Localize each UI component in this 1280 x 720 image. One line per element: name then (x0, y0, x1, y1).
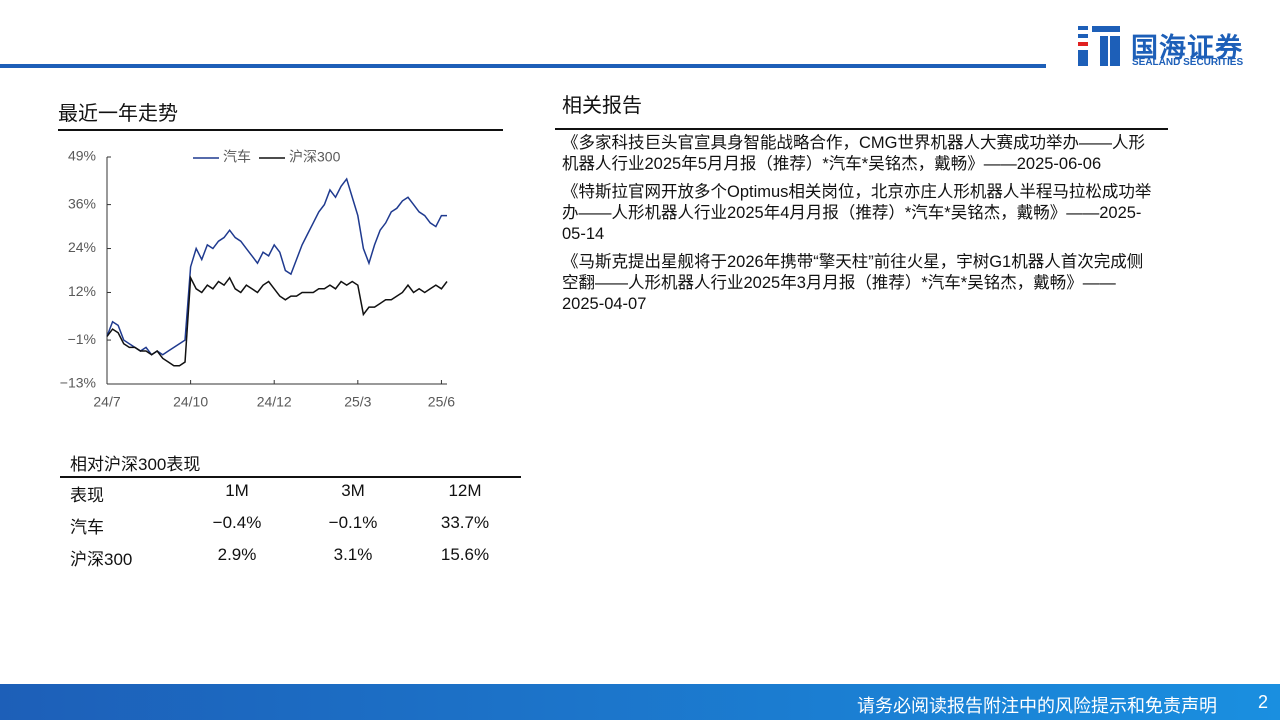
disclaimer: 请务必阅读报告附注中的风险提示和免责声明 (857, 696, 1217, 716)
table-header: 1M (225, 481, 249, 500)
reports-title: 相关报告 (562, 95, 642, 117)
table-cell: 2.9% (217, 545, 257, 564)
table-cell: 3.1% (333, 545, 373, 564)
reports-rule (555, 128, 1168, 130)
table-cell: −0.4% (212, 513, 262, 532)
table-header: 12M (448, 481, 482, 500)
report-item: 《马斯克提出星舰将于2026年携带“擎天柱”前往火星，宇树G1机器人首次完成侧空… (562, 253, 1144, 313)
table-cell: 汽车 (70, 518, 104, 537)
table-cell: 33.7% (440, 513, 490, 532)
line-series (106, 275, 448, 367)
legend-label: 汽车 (223, 149, 251, 165)
table-rule (60, 476, 521, 478)
report-item: 《特斯拉官网开放多个Optimus相关岗位，北京亦庄人形机器人半程马拉松成功举办… (562, 183, 1152, 243)
table-cell: 15.6% (440, 545, 490, 564)
y-tick-label: −13% (60, 375, 96, 391)
logo-icon (1078, 26, 1120, 66)
report-item: 《多家科技巨头官宣具身智能战略合作，CMG世界机器人大赛成功举办——人形机器人行… (562, 134, 1145, 173)
y-tick-label: 12% (68, 283, 96, 299)
legend-label: 沪深300 (289, 149, 341, 165)
page-number: 2 (1257, 692, 1268, 712)
y-tick-label: 49% (68, 148, 96, 164)
report-list: 《多家科技巨头官宣具身智能战略合作，CMG世界机器人大赛成功举办——人形机器人行… (562, 133, 1152, 322)
logo-en: SEALAND SECURITIES (1132, 57, 1244, 68)
top-rule (0, 64, 1046, 68)
trend-title: 最近一年走势 (58, 103, 178, 125)
y-tick-label: 24% (68, 239, 96, 255)
table-title: 相对沪深300表现 (70, 455, 201, 474)
line-series (106, 177, 447, 356)
table-cell: −0.1% (328, 513, 378, 532)
footer-bar (0, 684, 1280, 720)
table-cell: 沪深300 (70, 550, 133, 569)
y-tick-label: 36% (68, 195, 96, 211)
table-header: 3M (341, 481, 365, 500)
x-tick-label: 25/3 (344, 394, 371, 410)
x-tick-label: 24/12 (257, 394, 292, 410)
x-tick-label: 25/6 (428, 394, 455, 410)
logo-cn: 国海证券 (1131, 33, 1243, 63)
x-tick-label: 24/10 (173, 394, 208, 410)
y-tick-label: −1% (68, 331, 96, 347)
trend-rule (58, 129, 503, 131)
x-tick-label: 24/7 (93, 394, 120, 410)
table-header: 表现 (70, 486, 104, 505)
